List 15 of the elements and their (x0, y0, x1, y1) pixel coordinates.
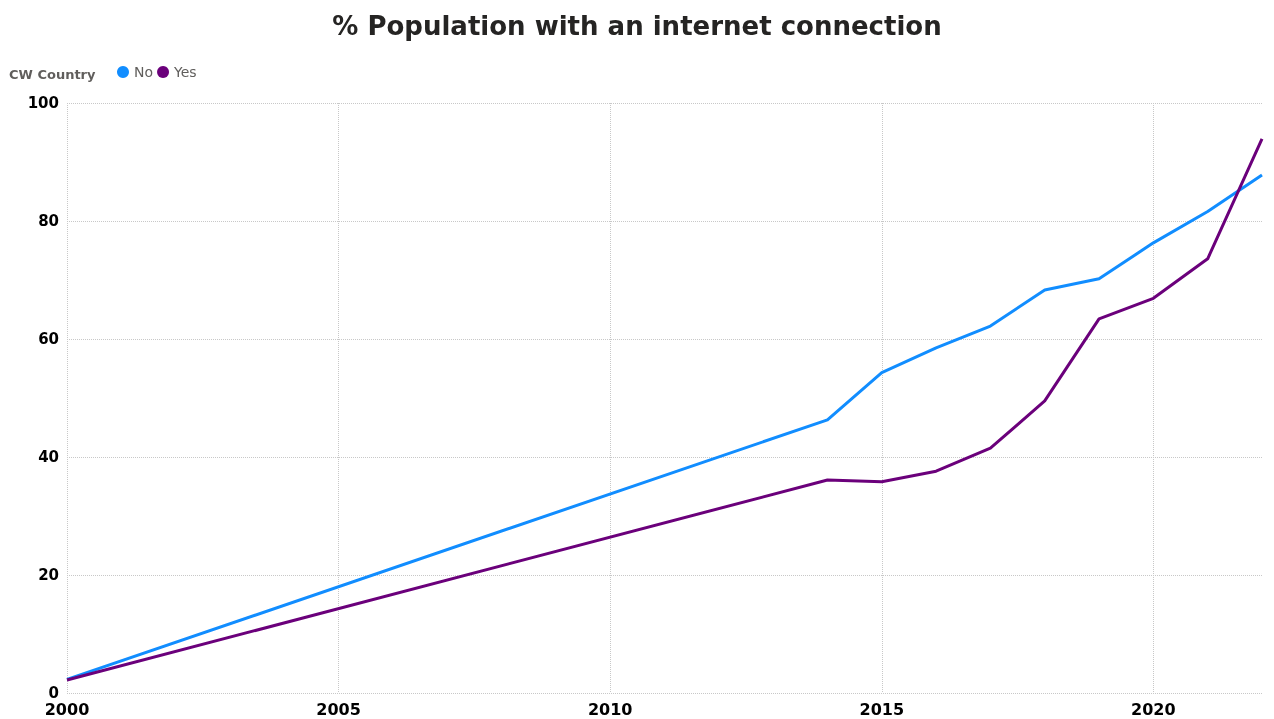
legend-label: Yes (173, 64, 197, 80)
y-tick-label: 0 (48, 684, 59, 702)
x-tick-label: 2000 (44, 699, 90, 719)
y-tick-label: 60 (38, 330, 59, 348)
x-tick-label: 2005 (316, 699, 361, 719)
legend-title: CW Country (9, 67, 97, 82)
y-tick-label: 20 (38, 566, 59, 584)
x-tick-label: 2020 (1131, 699, 1176, 719)
y-tick-label: 80 (38, 212, 59, 230)
x-tick-label: 2010 (587, 699, 633, 719)
y-tick-label: 100 (27, 94, 59, 112)
chart-title: % Population with an internet connection (332, 11, 942, 41)
y-tick-label: 40 (38, 448, 59, 466)
legend-label: No (134, 64, 154, 80)
x-tick-label: 2015 (859, 699, 905, 719)
